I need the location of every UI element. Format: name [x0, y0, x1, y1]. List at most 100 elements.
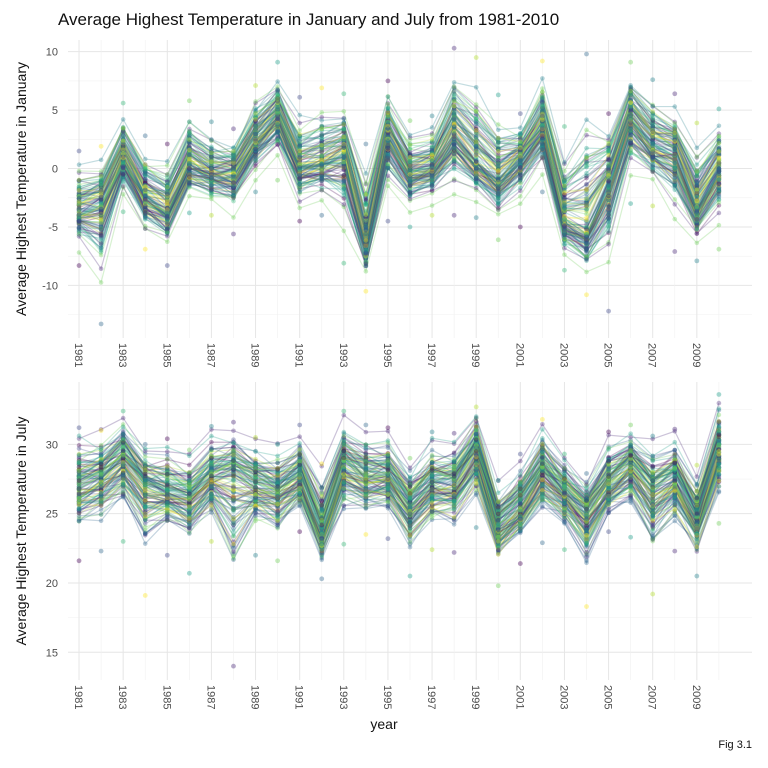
station-point: [584, 187, 589, 192]
station-point: [76, 219, 82, 224]
station-point: [253, 138, 258, 143]
station-point: [694, 212, 700, 217]
station-point: [341, 116, 347, 122]
station-point: [694, 173, 700, 179]
station-point: [672, 202, 678, 207]
station-point: [650, 155, 656, 160]
station-point: [275, 141, 280, 147]
station-point: [164, 210, 170, 216]
station-point: [341, 175, 347, 181]
station-point: [540, 118, 545, 123]
station-point: [142, 162, 148, 167]
station-point: [584, 173, 589, 179]
station-point: [672, 104, 678, 109]
station-point: [385, 130, 391, 135]
station-point: [650, 140, 656, 145]
station-point: [253, 126, 258, 132]
station-point: [473, 128, 479, 133]
min-point: [584, 292, 589, 298]
station-point: [716, 168, 722, 174]
station-point: [164, 212, 170, 218]
station-point: [275, 105, 280, 111]
station-point: [385, 101, 391, 107]
station-point: [187, 156, 192, 162]
station-point: [363, 242, 369, 247]
station-point: [76, 213, 82, 219]
station-point: [341, 122, 347, 127]
station-point: [495, 184, 501, 189]
station-point: [584, 238, 589, 243]
station-point: [650, 120, 656, 125]
station-point: [628, 99, 633, 104]
station-point: [98, 188, 104, 193]
station-point: [540, 89, 545, 95]
station-series-line: [78, 85, 720, 206]
station-point: [164, 219, 170, 225]
station-point: [518, 146, 523, 151]
station-point: [562, 161, 567, 167]
station-point: [209, 175, 214, 181]
station-point: [209, 177, 214, 182]
station-point: [606, 208, 611, 213]
station-point: [231, 174, 236, 180]
station-point: [495, 122, 501, 127]
station-point: [209, 166, 214, 172]
station-point: [429, 166, 435, 172]
station-point: [98, 188, 104, 193]
station-point: [187, 133, 192, 139]
station-point: [495, 184, 501, 190]
station-point: [518, 139, 523, 144]
station-point: [473, 164, 479, 170]
station-point: [584, 237, 589, 242]
station-point: [142, 179, 148, 185]
station-point: [297, 112, 302, 118]
station-point: [209, 194, 214, 199]
station-point: [231, 169, 236, 175]
station-point: [120, 143, 126, 149]
station-series-line: [78, 136, 720, 263]
station-point: [606, 241, 611, 247]
station-point: [694, 173, 700, 179]
station-point: [187, 126, 192, 132]
station-point: [341, 155, 347, 160]
station-point: [495, 149, 501, 154]
station-point: [716, 194, 722, 200]
station-series-line: [78, 111, 720, 248]
station-series-line: [78, 130, 720, 257]
station-point: [407, 141, 413, 147]
station-point: [142, 156, 148, 162]
station-series-line: [78, 97, 720, 230]
station-point: [319, 165, 325, 170]
station-point: [407, 166, 413, 172]
station-point: [672, 187, 678, 193]
station-point: [584, 181, 589, 187]
station-point: [451, 145, 457, 150]
station-point: [429, 182, 435, 188]
station-point: [672, 164, 678, 170]
min-point: [716, 246, 722, 252]
station-series-line: [78, 105, 720, 228]
station-point: [672, 216, 678, 222]
station-point: [473, 117, 479, 122]
station-point: [209, 170, 214, 176]
station-point: [451, 85, 457, 91]
y-tick-label: 25: [46, 509, 58, 521]
station-point: [98, 157, 104, 163]
station-point: [562, 218, 567, 224]
station-point: [142, 171, 148, 177]
station-point: [187, 181, 192, 187]
station-point: [584, 182, 589, 188]
min-point: [672, 249, 678, 254]
station-point: [76, 198, 82, 204]
station-series-line: [78, 128, 720, 256]
station-point: [540, 89, 545, 95]
station-series-line: [78, 130, 720, 255]
station-point: [297, 169, 302, 174]
station-point: [606, 163, 611, 169]
station-point: [495, 166, 501, 172]
station-point: [473, 172, 479, 177]
station-point: [495, 146, 501, 152]
station-point: [164, 199, 170, 204]
station-point: [694, 240, 700, 246]
station-point: [142, 182, 148, 188]
